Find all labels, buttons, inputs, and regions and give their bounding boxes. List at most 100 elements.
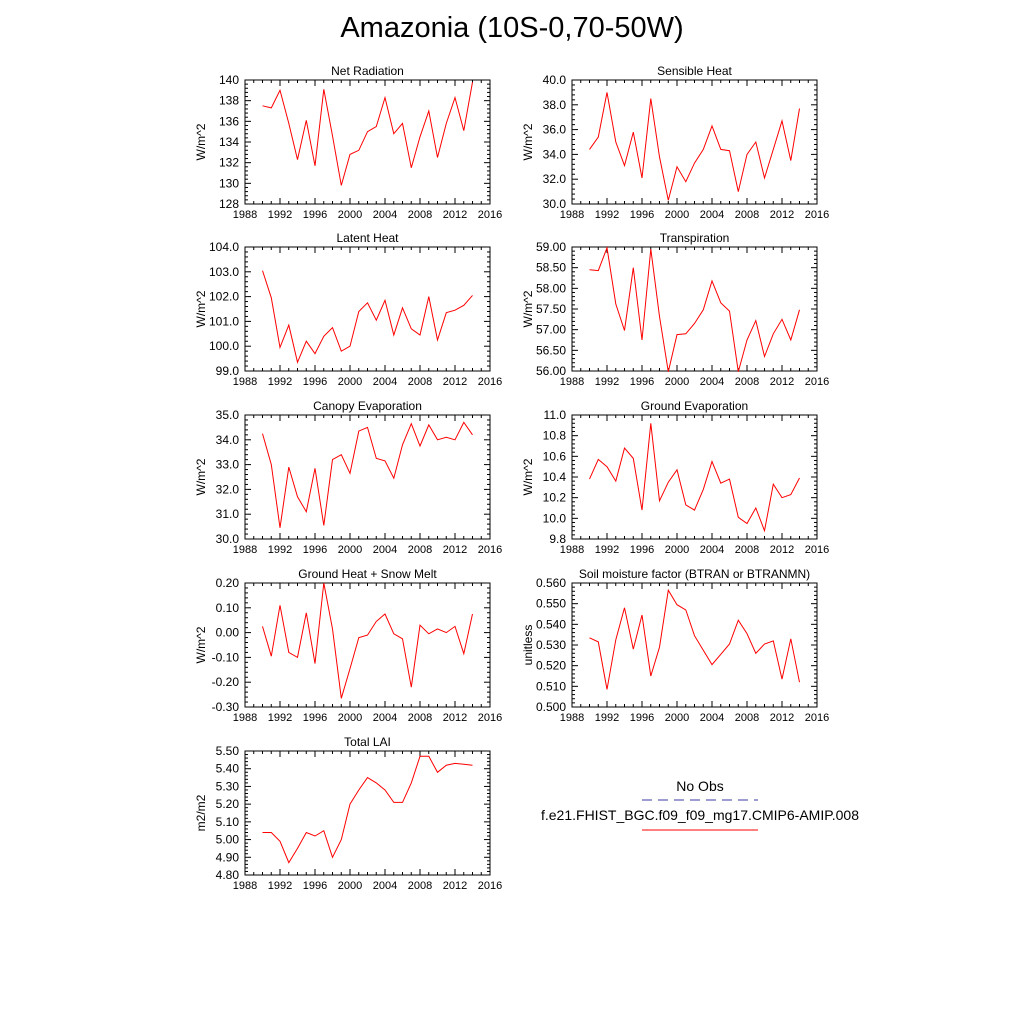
x-tick-label: 2004 [373, 376, 397, 388]
panel-title: Ground Evaporation [641, 399, 748, 413]
x-tick-label: 2012 [770, 544, 794, 556]
y-tick-label: 0.510 [536, 679, 566, 693]
y-tick-label: -0.20 [212, 675, 240, 689]
y-tick-label: 30.0 [543, 197, 567, 211]
panel-title: Canopy Evaporation [313, 399, 422, 413]
y-tick-label: 32.0 [216, 482, 240, 496]
y-tick-label: 58.00 [536, 281, 566, 295]
y-tick-label: 102.0 [209, 290, 239, 304]
y-tick-label: 57.00 [536, 323, 566, 337]
y-tick-label: 34.0 [216, 433, 240, 447]
x-tick-label: 2004 [373, 880, 397, 892]
x-tick-label: 2008 [408, 712, 432, 724]
x-tick-label: 2000 [665, 712, 689, 724]
x-tick-label: 1992 [595, 712, 619, 724]
plot-frame [571, 414, 818, 540]
y-tick-label: 58.50 [536, 261, 566, 275]
y-tick-label: 5.40 [216, 762, 240, 776]
x-tick-label: 1992 [268, 712, 292, 724]
y-tick-label: 5.00 [216, 833, 240, 847]
panel-7: Ground Heat + Snow Melt W/m^2 1988 1992 1996… [194, 567, 502, 724]
series-line [262, 82, 473, 186]
x-tick-label: 2012 [443, 376, 467, 388]
x-tick-label: 2016 [478, 880, 502, 892]
x-tick-label: 2008 [408, 376, 432, 388]
panel-9: Total LAI m2/m2 1988 1992 1996 2000 2004 2008 20… [194, 735, 502, 892]
series-line [262, 755, 473, 864]
y-tick-label: 104.0 [209, 240, 239, 254]
panel-title: Soil moisture factor (BTRAN or BTRANMN) [579, 567, 810, 581]
legend-obs-label: No Obs [676, 778, 724, 794]
x-tick-label: 2000 [665, 376, 689, 388]
x-tick-label: 2008 [735, 544, 759, 556]
plot-frame [244, 750, 491, 876]
x-tick-label: 2012 [443, 544, 467, 556]
x-tick-label: 2016 [478, 712, 502, 724]
x-tick-label: 2000 [338, 712, 362, 724]
y-tick-label: 130 [219, 176, 239, 190]
x-tick-label: 1992 [595, 209, 619, 221]
panel-8: Soil moisture factor (BTRAN or BTRANMN) u… [521, 567, 829, 724]
x-tick-label: 1992 [268, 880, 292, 892]
x-tick-label: 2004 [373, 209, 397, 221]
y-tick-label: 0.00 [216, 626, 240, 640]
y-tick-label: 57.50 [536, 302, 566, 316]
y-tick-label: 10.0 [543, 511, 567, 525]
y-tick-label: 134 [219, 135, 239, 149]
y-axis-label: W/m^2 [194, 290, 208, 327]
y-tick-label: 10.4 [543, 470, 567, 484]
panel-4: Transpiration W/m^2 1988 1992 1996 2000 2004 20… [521, 231, 829, 388]
y-tick-label: 56.00 [536, 364, 566, 378]
y-tick-label: 128 [219, 197, 239, 211]
x-tick-label: 2000 [665, 209, 689, 221]
y-tick-label: 59.00 [536, 240, 566, 254]
series-line [589, 245, 800, 372]
x-tick-label: 2016 [805, 544, 829, 556]
y-tick-label: 4.90 [216, 850, 240, 864]
x-tick-label: 1992 [268, 544, 292, 556]
x-tick-label: 1988 [560, 712, 584, 724]
panel-title: Latent Heat [336, 231, 399, 245]
x-tick-label: 2000 [338, 376, 362, 388]
plot-frame [571, 582, 818, 708]
series-line [589, 92, 800, 201]
x-tick-label: 2008 [408, 544, 432, 556]
x-tick-label: 2004 [700, 544, 724, 556]
y-tick-label: 103.0 [209, 265, 239, 279]
x-tick-label: 2008 [408, 880, 432, 892]
x-tick-label: 1988 [560, 544, 584, 556]
figure-title: Amazonia (10S-0,70-50W) [340, 12, 684, 44]
x-tick-label: 2008 [735, 712, 759, 724]
y-tick-label: 100.0 [209, 339, 239, 353]
y-tick-label: 30.0 [216, 532, 240, 546]
y-tick-label: 0.20 [216, 576, 240, 590]
x-tick-label: 2016 [478, 376, 502, 388]
x-tick-label: 2004 [700, 376, 724, 388]
y-tick-label: 99.0 [216, 364, 240, 378]
legend-model-swatch [642, 829, 758, 831]
y-tick-label: 36.0 [543, 123, 567, 137]
y-tick-label: 140 [219, 73, 239, 87]
x-tick-label: 1988 [560, 376, 584, 388]
y-tick-label: 34.0 [543, 147, 567, 161]
y-tick-label: 132 [219, 156, 239, 170]
y-tick-label: 0.10 [216, 601, 240, 615]
panel-title: Transpiration [660, 231, 730, 245]
y-axis-label: m2/m2 [194, 794, 208, 831]
x-tick-label: 2012 [443, 209, 467, 221]
y-tick-label: 10.6 [543, 449, 567, 463]
x-tick-label: 1988 [233, 712, 257, 724]
x-tick-label: 2012 [770, 376, 794, 388]
y-tick-label: 4.80 [216, 868, 240, 882]
x-tick-label: 2016 [805, 376, 829, 388]
y-axis-label: W/m^2 [194, 626, 208, 663]
x-tick-label: 2008 [408, 209, 432, 221]
x-tick-label: 1996 [303, 712, 327, 724]
y-axis-label: unitless [521, 625, 535, 666]
x-tick-label: 2004 [700, 209, 724, 221]
series-line [262, 421, 473, 528]
y-tick-label: 0.550 [536, 597, 566, 611]
x-tick-label: 1992 [595, 544, 619, 556]
